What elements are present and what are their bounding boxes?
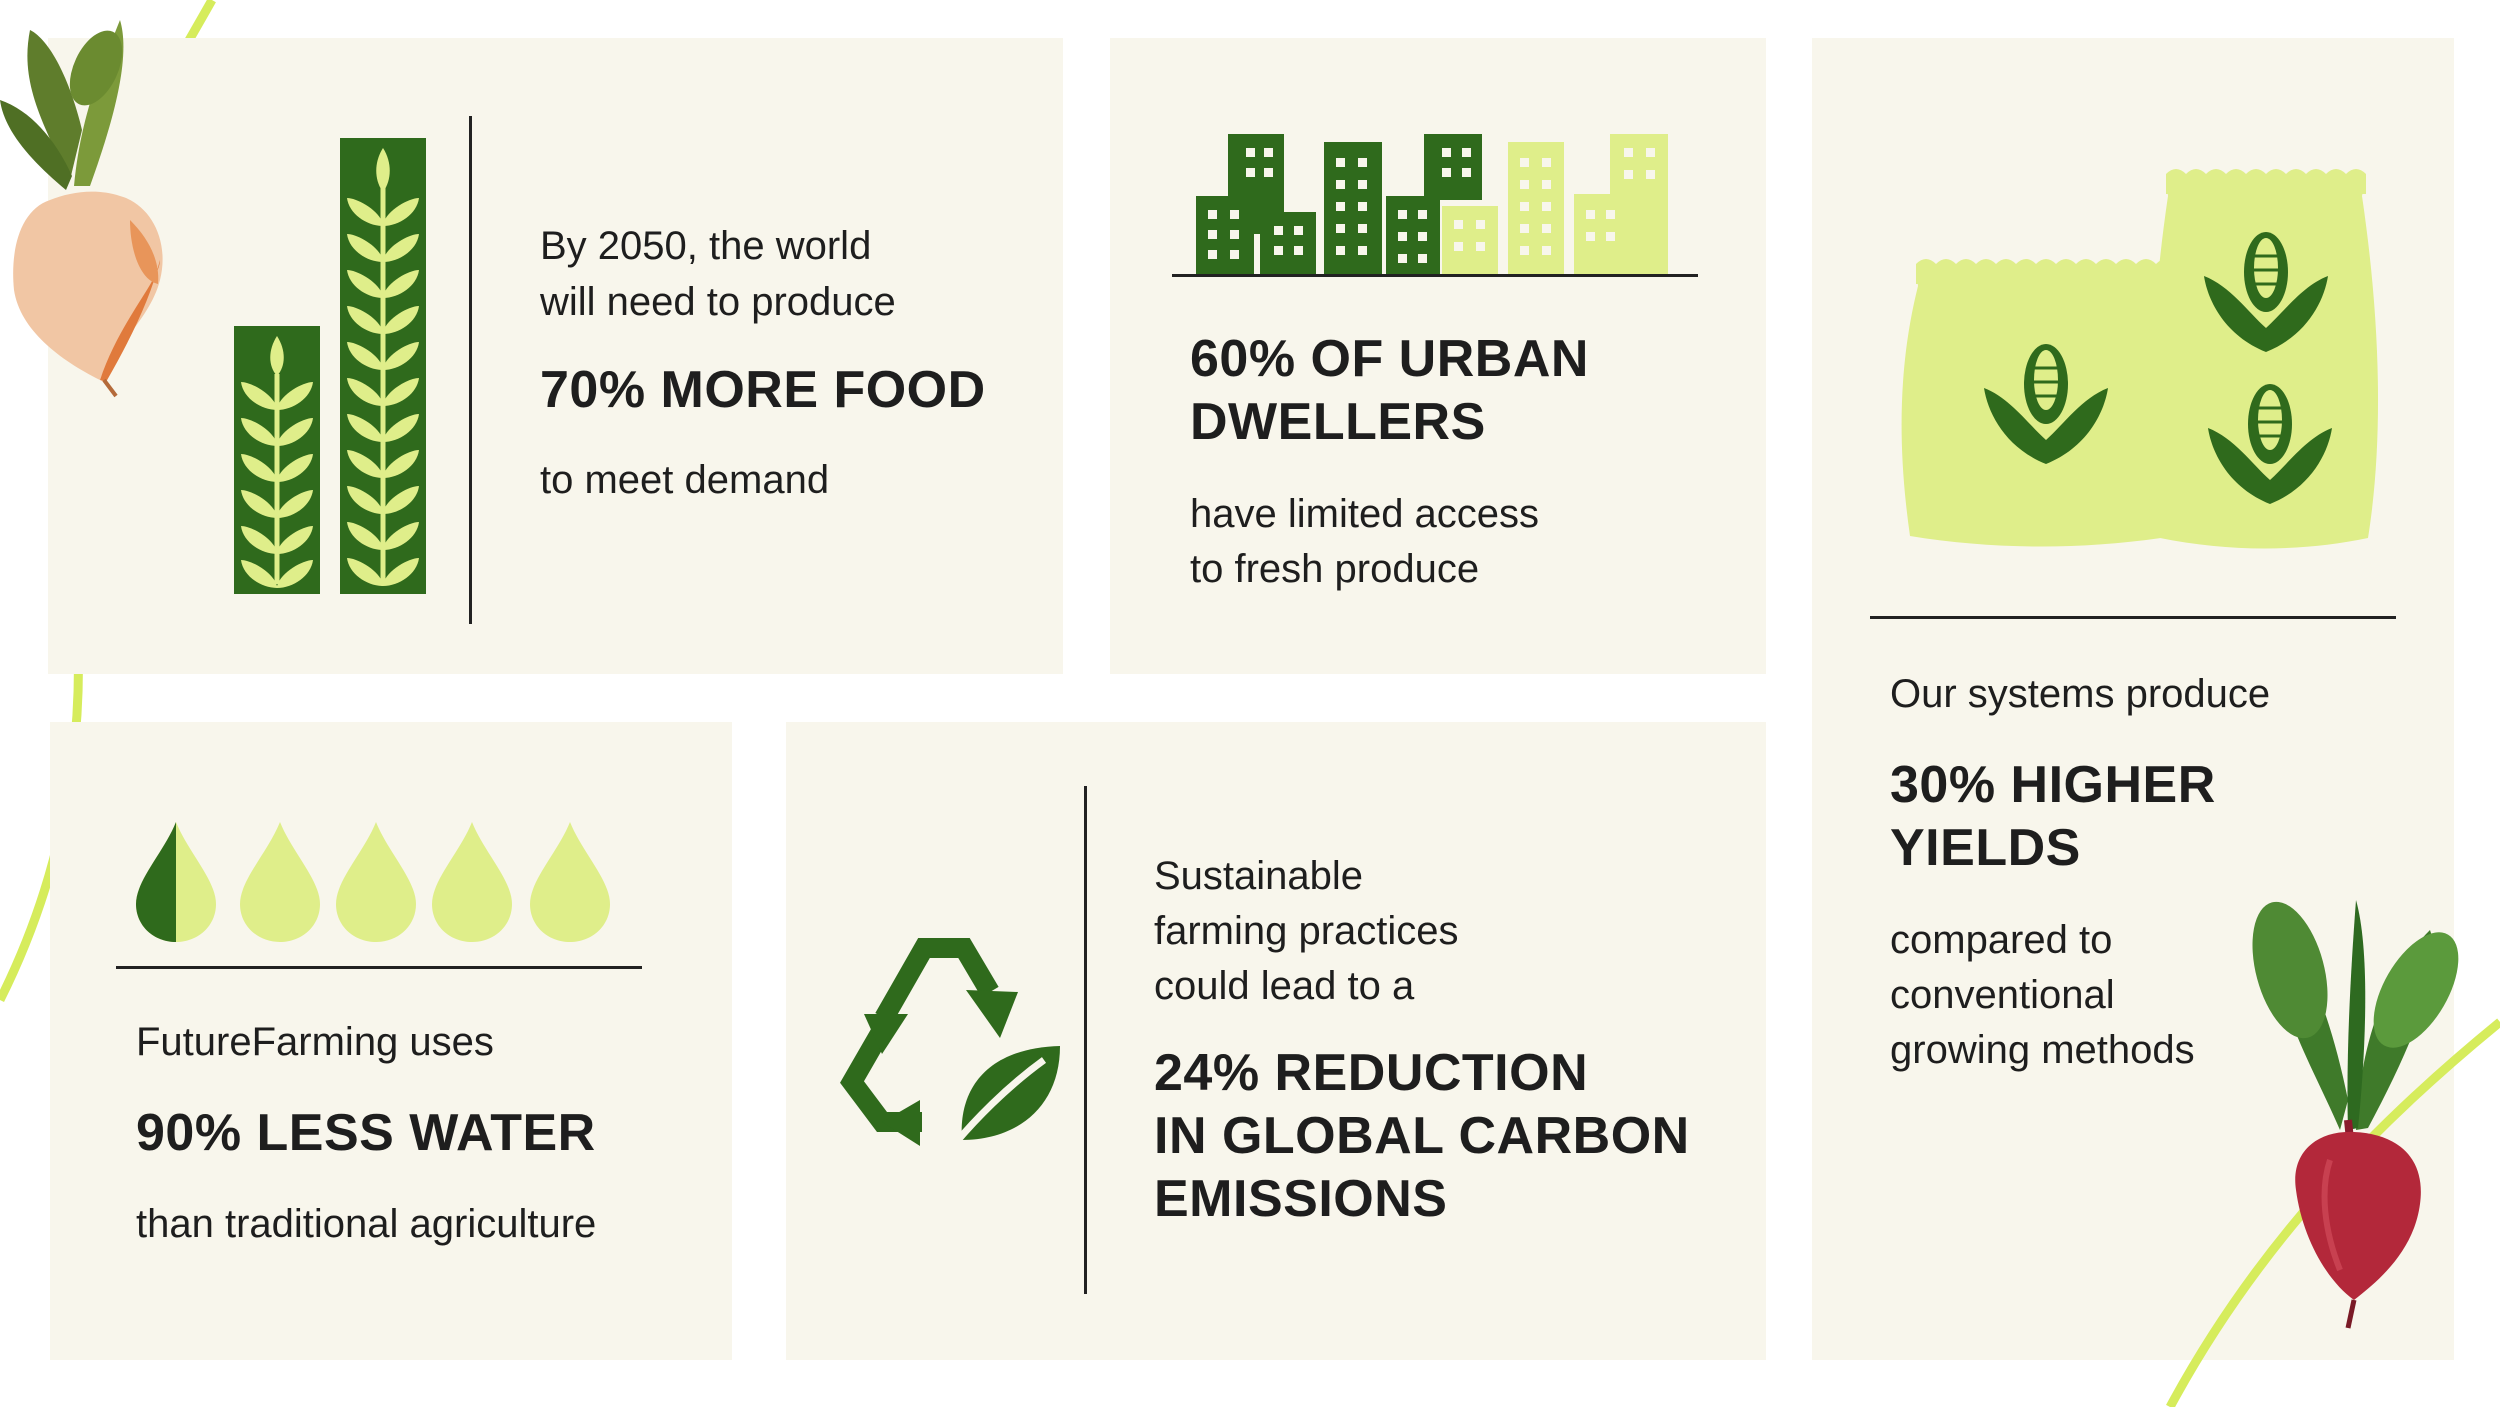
urban-sub-line2: to fresh produce: [1190, 547, 1480, 591]
water-intro: FutureFarming uses: [136, 1020, 494, 1064]
carbon-card: Sustainable farming practices could lead…: [786, 722, 1766, 1360]
water-sub: than traditional agriculture: [136, 1202, 597, 1246]
yield-sub-line1: compared to: [1890, 918, 2113, 962]
yield-sub-line2: conventional: [1890, 973, 2115, 1017]
yield-stat-line1: 30% HIGHER: [1890, 756, 2216, 814]
food-divider: [469, 116, 472, 624]
yield-card: Our systems produce 30% HIGHER YIELDS co…: [1812, 38, 2454, 1360]
wheat-bars-icon: [234, 138, 426, 594]
water-stat: 90% LESS WATER: [136, 1104, 596, 1162]
urban-stat-line1: 60% OF URBAN: [1190, 330, 1589, 388]
urban-sub-line1: have limited access: [1190, 492, 1540, 536]
food-sub: to meet demand: [540, 458, 830, 502]
carbon-line3: could lead to a: [1154, 964, 1415, 1008]
water-divider: [116, 966, 642, 969]
carbon-divider: [1084, 786, 1087, 1294]
food-line1: By 2050, the world: [540, 224, 872, 268]
yield-stat-line2: YIELDS: [1890, 819, 2081, 877]
urban-card: 60% OF URBAN DWELLERS have limited acces…: [1110, 38, 1766, 674]
food-line2: will need to produce: [540, 280, 896, 324]
yield-divider: [1870, 616, 2396, 619]
beetroot-icon: [2252, 900, 2459, 1329]
carbon-line1: Sustainable: [1154, 854, 1364, 898]
city-skyline-icon: [1196, 134, 1668, 276]
food-stat: 70% MORE FOOD: [540, 361, 986, 419]
carbon-stat-line2: IN GLOBAL CARBON: [1154, 1107, 1690, 1165]
food-card: By 2050, the world will need to produce …: [48, 38, 1063, 674]
carbon-line2: farming practices: [1154, 909, 1459, 953]
carbon-stat-line3: EMISSIONS: [1154, 1170, 1448, 1228]
water-card: FutureFarming uses 90% LESS WATER than t…: [50, 722, 732, 1360]
recycle-leaf-icon: [840, 938, 1060, 1155]
carbon-stat-line1: 24% REDUCTION: [1154, 1044, 1589, 1102]
urban-divider: [1172, 274, 1698, 277]
urban-stat-line2: DWELLERS: [1190, 393, 1486, 451]
turnip-icon: [0, 20, 163, 398]
water-drops-icon: [136, 822, 610, 942]
yield-sub-line3: growing methods: [1890, 1028, 2195, 1072]
yield-intro: Our systems produce: [1890, 672, 2271, 716]
corn-sacks-icon: [1901, 169, 2379, 549]
